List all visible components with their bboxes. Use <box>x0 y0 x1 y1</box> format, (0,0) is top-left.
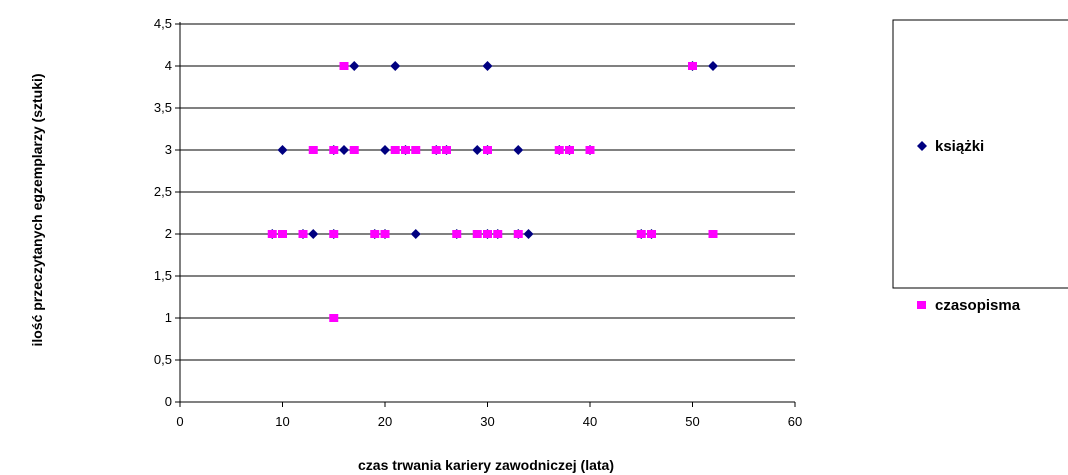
x-tick-labels: 0 10 20 30 40 50 60 <box>176 414 802 429</box>
point-ksiazki <box>708 61 718 71</box>
x-tick-label: 20 <box>378 414 392 429</box>
legend-marker-czasopisma <box>917 301 926 309</box>
point-czasopisma <box>483 230 492 238</box>
point-czasopisma <box>442 146 451 154</box>
x-axis-title: czas trwania kariery zawodniczej (lata) <box>358 457 614 473</box>
point-ksiazki <box>513 145 524 155</box>
point-ksiazki <box>523 229 534 239</box>
x-tick-label: 10 <box>275 414 289 429</box>
point-czasopisma <box>513 230 523 238</box>
point-czasopisma <box>565 146 574 154</box>
point-czasopisma <box>267 230 277 238</box>
point-czasopisma <box>390 146 400 154</box>
y-tick-label: 4 <box>165 58 172 73</box>
point-czasopisma <box>278 230 287 238</box>
x-tick-label: 50 <box>685 414 699 429</box>
point-czasopisma <box>493 230 503 238</box>
point-czasopisma <box>349 146 359 154</box>
point-ksiazki <box>277 145 288 155</box>
point-czasopisma <box>329 146 339 154</box>
point-czasopisma <box>452 230 462 238</box>
legend: książki czasopisma <box>892 19 1068 314</box>
y-tick-label: 2,5 <box>154 184 172 199</box>
y-axis-title: ilość przeczytanych egzemplarzy (sztuki) <box>29 73 45 346</box>
x-tick-label: 40 <box>583 414 597 429</box>
point-czasopisma <box>431 146 441 154</box>
point-ksiazki <box>349 61 360 71</box>
point-czasopisma <box>688 62 697 70</box>
point-czasopisma <box>308 146 318 154</box>
x-tick-label: 0 <box>176 414 183 429</box>
point-czasopisma <box>380 230 390 238</box>
point-czasopisma <box>298 230 308 238</box>
point-czasopisma <box>483 146 492 154</box>
point-czasopisma <box>401 146 410 154</box>
y-tick-label: 1 <box>165 310 172 325</box>
point-czasopisma <box>411 146 421 154</box>
point-ksiazki <box>390 61 401 71</box>
y-tick-label: 0 <box>165 394 172 409</box>
x-tick-label: 30 <box>480 414 494 429</box>
point-czasopisma <box>339 62 349 70</box>
y-tick-label: 1,5 <box>154 268 172 283</box>
legend-marker-ksiazki <box>917 141 927 151</box>
point-ksiazki <box>308 229 319 239</box>
point-czasopisma <box>647 230 656 238</box>
point-czasopisma <box>472 230 482 238</box>
legend-label-czasopisma: czasopisma <box>935 297 1021 314</box>
point-czasopisma <box>585 146 595 154</box>
point-czasopisma <box>329 314 339 322</box>
legend-box <box>892 19 1068 289</box>
y-tick-label: 2 <box>165 226 172 241</box>
point-ksiazki <box>339 145 349 155</box>
point-czasopisma <box>636 230 646 238</box>
x-tick-label: 60 <box>788 414 802 429</box>
legend-label-ksiazki: książki <box>935 138 984 155</box>
point-ksiazki <box>410 229 421 239</box>
point-ksiazki <box>472 145 483 155</box>
data-points <box>267 61 718 322</box>
gridlines <box>180 23 795 361</box>
point-ksiazki <box>380 145 390 155</box>
y-tick-label: 0,5 <box>154 352 172 367</box>
y-tick-label: 4,5 <box>154 16 172 31</box>
point-czasopisma <box>708 230 718 238</box>
point-czasopisma <box>329 230 339 238</box>
y-tick-labels: 0 0,5 1 1,5 2 2,5 3 3,5 4 4,5 <box>154 16 172 409</box>
point-ksiazki <box>482 61 493 71</box>
point-czasopisma <box>370 230 380 238</box>
point-czasopisma <box>554 146 564 154</box>
y-tick-label: 3,5 <box>154 100 172 115</box>
y-tick-label: 3 <box>165 142 172 157</box>
axes <box>175 22 796 407</box>
